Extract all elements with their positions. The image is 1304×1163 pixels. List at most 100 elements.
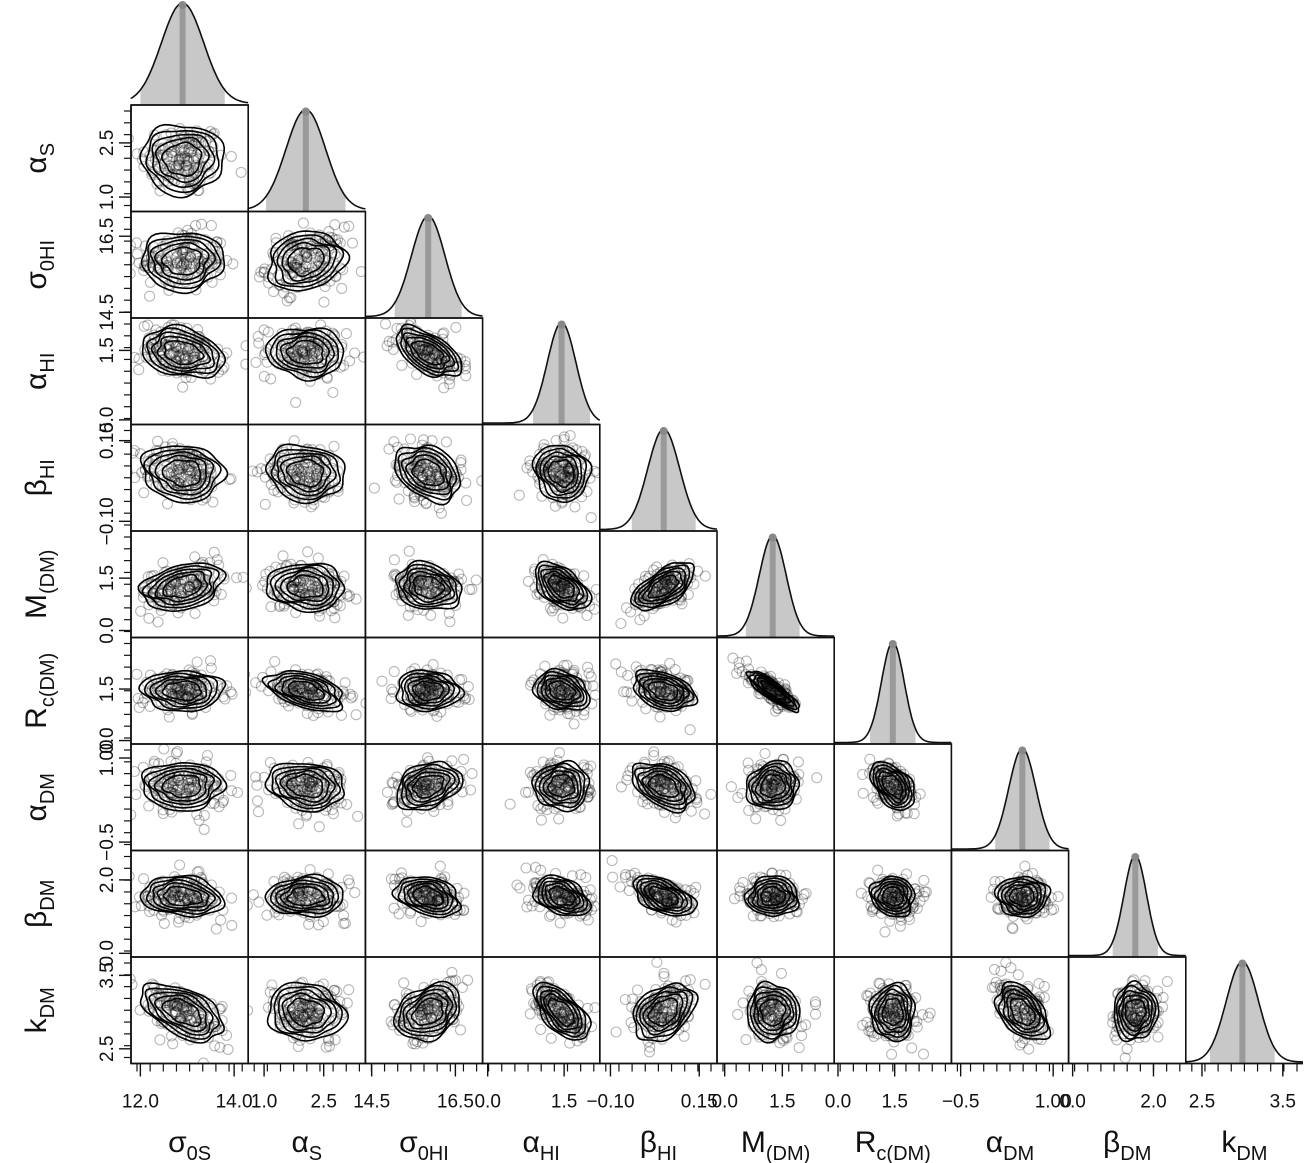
sample-point xyxy=(303,890,315,903)
contour-line xyxy=(161,774,202,799)
sample-point xyxy=(463,693,475,706)
sample-point xyxy=(173,584,185,597)
sample-point xyxy=(133,701,145,714)
sample-point xyxy=(306,579,318,591)
sample-point xyxy=(258,324,270,336)
contour-line xyxy=(150,331,216,372)
sample-point xyxy=(293,818,305,830)
sample-point xyxy=(339,677,351,689)
sample-point xyxy=(410,578,423,590)
contour-line xyxy=(145,327,221,375)
sample-point xyxy=(654,779,666,792)
sample-point xyxy=(214,237,227,249)
sample-point xyxy=(565,466,578,478)
sample-point xyxy=(556,785,568,797)
contour-line xyxy=(411,774,445,799)
sample-point xyxy=(338,688,350,700)
contour-line xyxy=(641,770,684,803)
sample-point xyxy=(184,251,196,263)
sample-point xyxy=(263,784,275,796)
sample-point xyxy=(290,875,302,887)
sample-point xyxy=(548,467,560,480)
sample-point xyxy=(908,808,920,820)
sample-point xyxy=(402,609,414,621)
sample-point xyxy=(368,482,380,494)
sample-point xyxy=(387,777,399,789)
sample-point xyxy=(297,461,309,473)
sample-point xyxy=(172,576,184,588)
sample-point xyxy=(455,454,467,466)
sample-point xyxy=(148,758,160,770)
sample-point xyxy=(431,577,444,589)
density-panel-betaHI xyxy=(599,427,718,532)
sample-point xyxy=(131,248,143,260)
sample-point xyxy=(148,470,160,482)
sample-point xyxy=(428,689,440,701)
sample-point xyxy=(297,337,309,349)
sample-point xyxy=(565,896,577,908)
sample-point xyxy=(181,345,194,357)
sample-point xyxy=(423,901,435,913)
sample-point xyxy=(170,566,182,578)
sample-point xyxy=(690,792,702,804)
contour-line xyxy=(403,674,456,707)
contour-line xyxy=(402,332,456,374)
sample-point xyxy=(857,768,869,781)
sample-point xyxy=(553,664,565,676)
sample-point xyxy=(587,680,599,692)
sample-point xyxy=(288,359,300,371)
sample-point xyxy=(213,801,225,813)
sample-point xyxy=(276,327,288,339)
sample-point xyxy=(107,793,117,803)
sample-point xyxy=(557,612,569,624)
sample-point xyxy=(586,698,598,710)
pair-panel-alphaHI-RcDM xyxy=(481,636,601,745)
sample-point xyxy=(466,768,478,780)
sample-point xyxy=(626,695,638,707)
sample-point xyxy=(292,254,304,266)
sample-point xyxy=(891,810,903,822)
sample-point xyxy=(195,218,208,230)
contour-line xyxy=(745,759,801,811)
sample-point xyxy=(310,783,322,795)
sample-point xyxy=(425,361,438,373)
sample-point xyxy=(196,351,209,363)
sample-point xyxy=(458,753,470,765)
sample-point xyxy=(328,689,340,701)
sample-point xyxy=(182,778,195,790)
sample-point xyxy=(181,691,193,703)
sample-point xyxy=(549,569,561,581)
sample-point xyxy=(417,344,429,356)
sample-point xyxy=(406,589,418,601)
sample-point xyxy=(307,340,319,352)
pair-panel-betaHI-alphaDM xyxy=(598,743,718,852)
sample-point xyxy=(178,144,191,156)
sample-point xyxy=(180,468,192,480)
sample-point xyxy=(564,429,576,442)
sample-point xyxy=(546,785,558,797)
contour-line xyxy=(408,570,452,604)
sample-point xyxy=(418,352,430,364)
sample-point xyxy=(189,551,201,563)
sample-point xyxy=(383,443,395,455)
sample-point xyxy=(521,462,533,474)
sample-point xyxy=(330,270,342,282)
sample-point xyxy=(659,793,671,805)
sample-point xyxy=(159,242,171,254)
sample-point xyxy=(557,772,569,784)
sample-point xyxy=(419,785,431,797)
sample-point xyxy=(673,593,685,605)
sample-point xyxy=(441,887,453,899)
sample-point xyxy=(303,683,316,695)
sample-point xyxy=(416,460,428,472)
sample-point xyxy=(183,782,195,794)
sample-point xyxy=(379,318,392,330)
sample-point xyxy=(553,478,565,490)
sample-point xyxy=(144,276,156,288)
sample-point xyxy=(524,455,536,467)
sample-point xyxy=(187,779,199,792)
sample-point xyxy=(561,659,573,671)
sample-point xyxy=(416,785,428,797)
sample-point xyxy=(306,583,318,596)
sample-point xyxy=(328,596,340,608)
